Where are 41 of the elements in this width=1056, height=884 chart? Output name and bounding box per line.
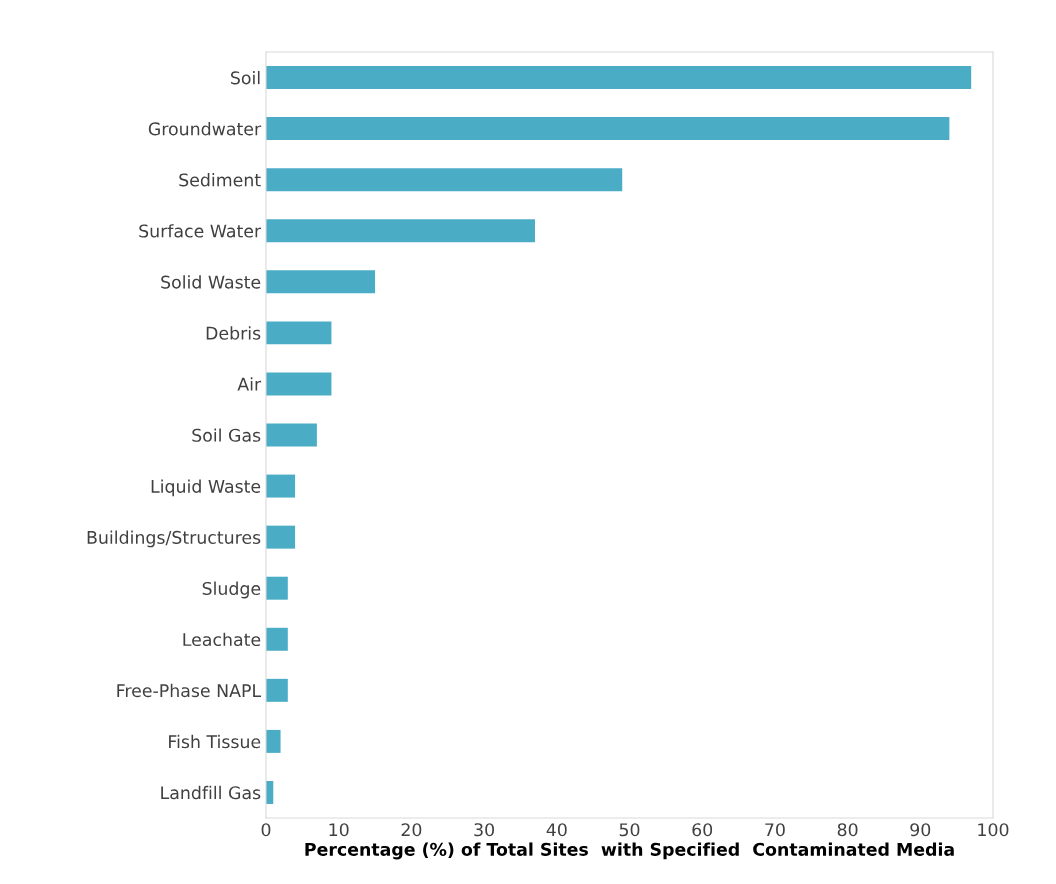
x-tick-label: 0 xyxy=(261,823,271,837)
x-tick-label: 10 xyxy=(329,823,349,837)
x-tick-label: 60 xyxy=(692,823,713,837)
bar xyxy=(266,627,288,651)
y-tick-label: Sediment xyxy=(179,173,261,187)
y-tick-label: Landfill Gas xyxy=(161,785,261,800)
bar xyxy=(266,729,281,753)
bar xyxy=(266,321,332,345)
bar xyxy=(266,219,535,243)
x-tick-label: 30 xyxy=(474,823,494,837)
bar xyxy=(266,168,623,192)
y-tick-label: Debris xyxy=(206,326,261,340)
y-tick-label: Liquid Waste xyxy=(151,479,261,497)
y-tick-label: Sludge xyxy=(202,581,261,599)
y-tick-label: Free-Phase NAPL xyxy=(117,683,262,698)
y-tick-label: Groundwater xyxy=(148,122,262,136)
x-axis-title: Percentage (%) of Total Sites with Specified Contaminated Media xyxy=(305,842,954,860)
y-tick-label: Buildings/Structures xyxy=(87,530,261,548)
x-tick-label: 40 xyxy=(546,823,567,837)
x-tick-label: 20 xyxy=(401,823,422,837)
bar xyxy=(266,423,317,447)
x-tick-label: 90 xyxy=(910,823,931,837)
x-tick-label: 50 xyxy=(619,823,640,837)
bar xyxy=(266,117,950,141)
y-tick-label: Air xyxy=(237,377,262,391)
bar xyxy=(266,525,296,549)
x-tick-label: 80 xyxy=(837,823,858,837)
y-tick-label: Solid Waste xyxy=(161,275,261,289)
bar xyxy=(266,372,332,396)
y-tick-label: Soil Gas xyxy=(192,428,261,442)
bar xyxy=(266,270,376,294)
bar xyxy=(266,678,288,702)
y-tick-label: Surface Water xyxy=(139,224,262,238)
x-tick-label: 100 xyxy=(978,823,1009,837)
y-tick-label: Fish Tissue xyxy=(169,734,261,749)
y-tick-label: Leachate xyxy=(183,632,261,647)
x-tick-label: 70 xyxy=(765,823,785,837)
bar xyxy=(266,474,296,498)
bar xyxy=(266,576,288,600)
bar xyxy=(266,66,972,90)
y-tick-label: Soil xyxy=(230,70,260,85)
